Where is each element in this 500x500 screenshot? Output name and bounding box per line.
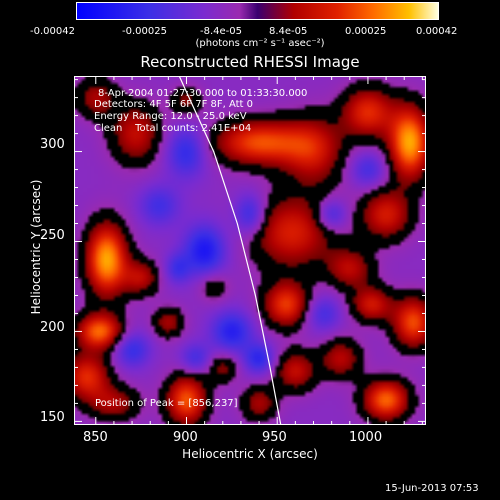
annotation-time: 8-Apr-2004 01:27:30.000 to 01:33:30.000 bbox=[98, 88, 308, 99]
y-tick-label: 200 bbox=[40, 320, 65, 335]
footer-date: 15-Jun-2013 07:53 bbox=[385, 483, 479, 494]
plot-frame bbox=[74, 76, 426, 425]
colorbar-tick-label: 0.00042 bbox=[416, 26, 458, 37]
solar-limb-line bbox=[178, 76, 282, 425]
plot-area bbox=[74, 76, 426, 425]
colorbar-tick-label: -8.4e-05 bbox=[200, 26, 242, 37]
colorbar-tick-label: 0.00025 bbox=[345, 26, 387, 37]
colorbar bbox=[76, 2, 439, 20]
y-tick-label: 250 bbox=[40, 228, 65, 243]
annotation-peak: Position of Peak = [856,237] bbox=[95, 398, 238, 409]
annotation-detectors: Detectors: 4F 5F 6F 7F 8F, Att 0 bbox=[94, 99, 254, 110]
annotation-energy: Energy Range: 12.0 - 25.0 keV bbox=[94, 111, 247, 122]
heatmap-image bbox=[74, 76, 426, 425]
x-axis-label: Heliocentric X (arcsec) bbox=[182, 447, 318, 461]
colorbar-tick-label: -0.00042 bbox=[30, 26, 75, 37]
x-tick-label: 1000 bbox=[349, 430, 383, 445]
y-axis-label: Heliocentric Y (arcsec) bbox=[29, 179, 43, 315]
x-tick-label: 950 bbox=[262, 430, 287, 445]
y-tick-label: 150 bbox=[40, 410, 65, 425]
overlay bbox=[178, 76, 282, 425]
chart-title: Reconstructed RHESSI Image bbox=[140, 53, 360, 71]
x-tick-label: 900 bbox=[173, 430, 198, 445]
colorbar-tick-label: -0.00025 bbox=[122, 26, 167, 37]
colorbar-tick-label: 8.4e-05 bbox=[269, 26, 308, 37]
colorbar-tick-labels: -0.00042 -0.00025 -8.4e-05 8.4e-05 0.000… bbox=[0, 26, 500, 40]
annotation-clean: Clean Total counts: 2.41E+04 bbox=[94, 123, 252, 134]
y-tick-label: 300 bbox=[40, 137, 65, 152]
colorbar-unit-label: (photons cm⁻² s⁻¹ asec⁻²) bbox=[195, 38, 325, 49]
x-tick-label: 850 bbox=[83, 430, 108, 445]
